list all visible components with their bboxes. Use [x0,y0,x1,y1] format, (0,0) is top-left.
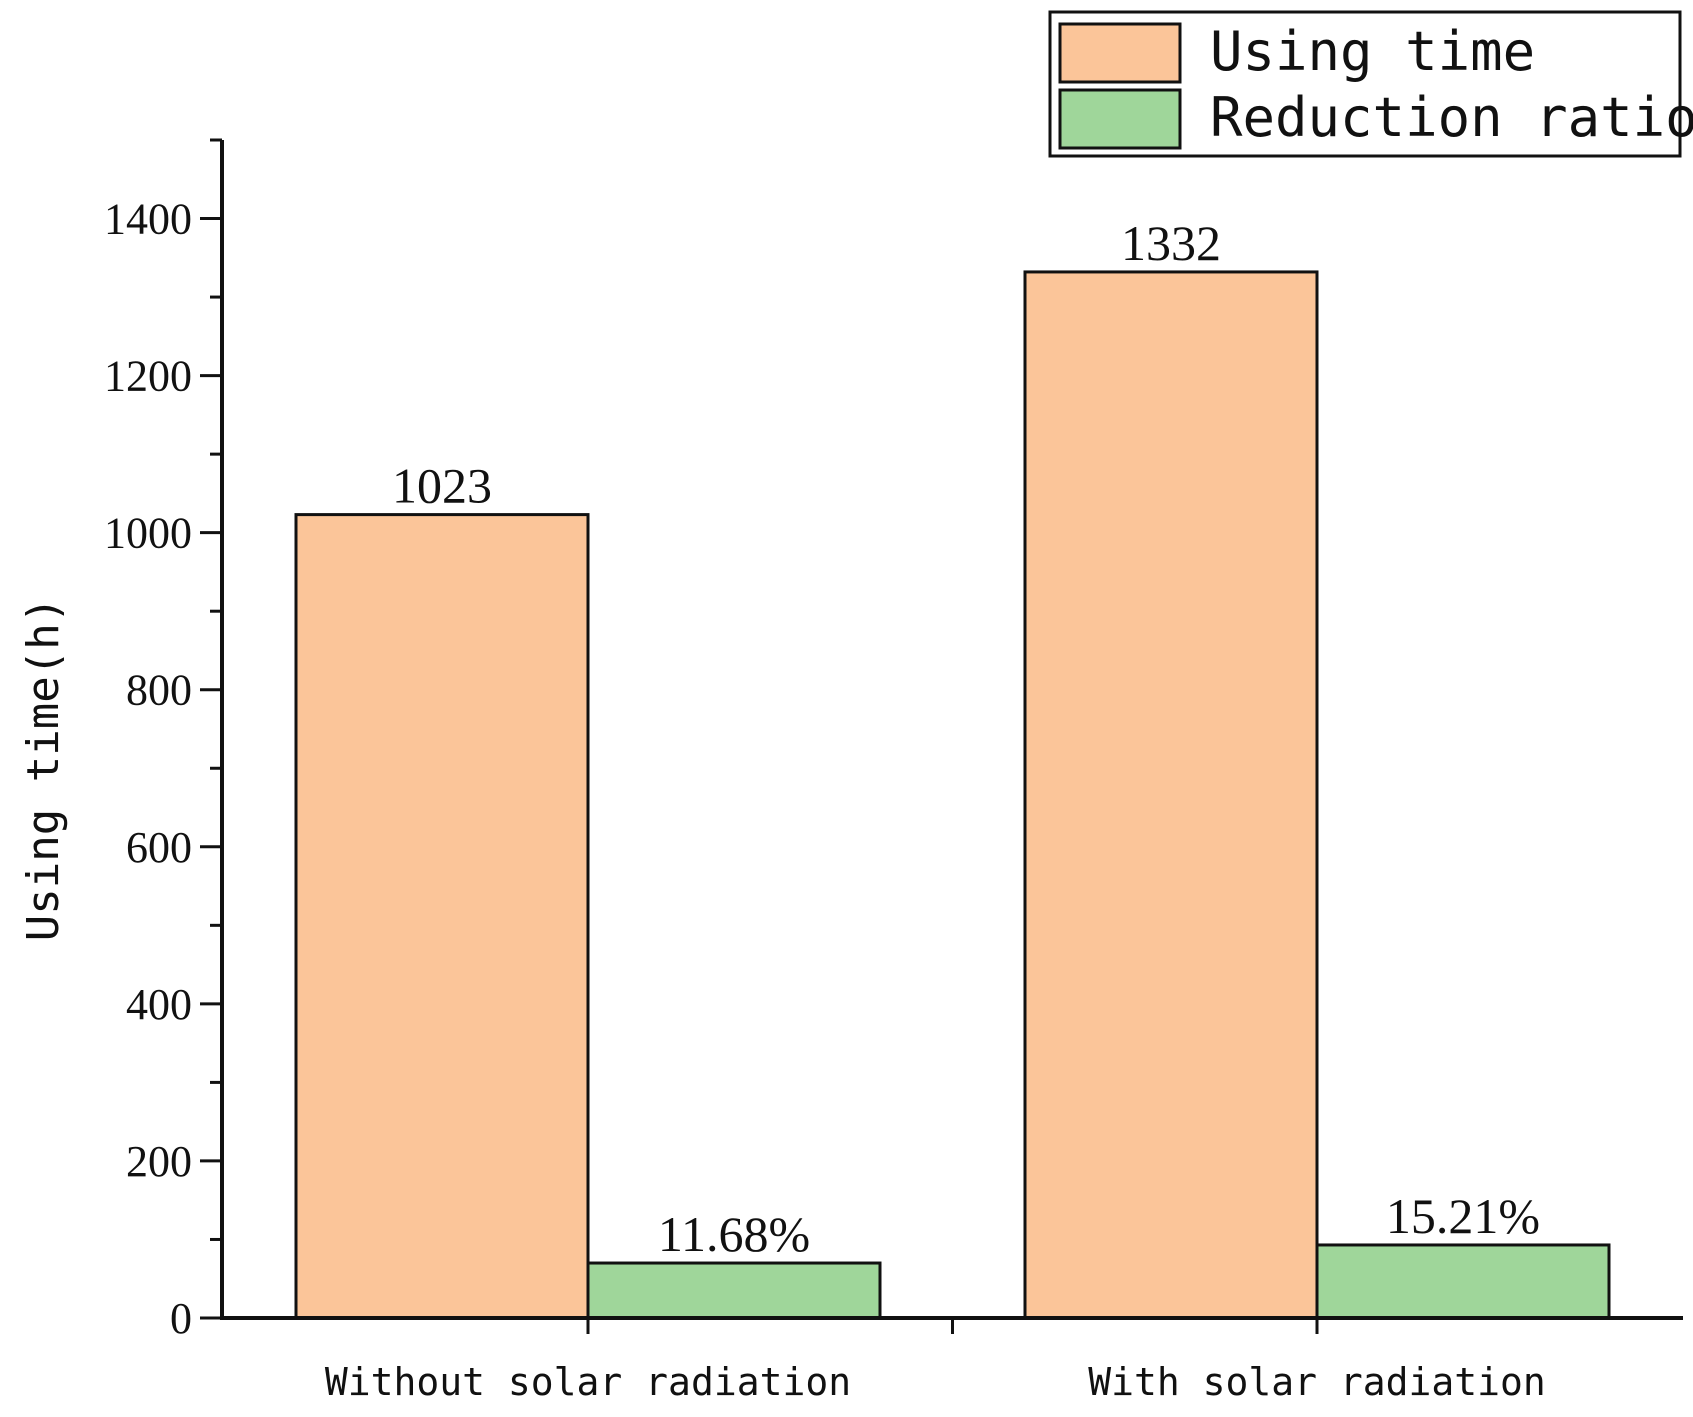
y-tick-label: 1000 [104,509,192,558]
y-tick-label: 600 [126,823,192,872]
data-label: 11.68% [658,1206,810,1262]
y-tick-label: 1400 [104,195,192,244]
bar [1023,270,1319,1320]
legend-label: Reduction ratio [1210,86,1693,149]
bar [1315,1243,1611,1320]
legend-label: Using time [1210,20,1535,83]
legend-swatch [1058,88,1182,150]
y-tick-label: 0 [170,1294,192,1343]
y-axis-title: Using time(h) [18,597,69,941]
y-tick-label: 400 [126,980,192,1029]
y-tick-label: 800 [126,666,192,715]
x-tick-label: Without solar radiation [325,1360,851,1404]
data-label: 15.21% [1386,1188,1540,1244]
legend-swatch [1058,22,1182,84]
y-tick-label: 1200 [104,352,192,401]
bar [586,1261,882,1320]
bar [294,513,590,1320]
axes-layer: 0 200 400 600 800 1000 1200 1400 Without solar r… [104,138,1683,1404]
data-label: 1023 [392,458,492,514]
x-tick-label: With solar radiation [1088,1360,1546,1404]
labels-layer: 1023 11.68% 1332 15.21% [392,215,1540,1262]
y-tick-label: 200 [126,1137,192,1186]
bars-layer [294,270,1611,1320]
data-label: 1332 [1121,215,1221,271]
